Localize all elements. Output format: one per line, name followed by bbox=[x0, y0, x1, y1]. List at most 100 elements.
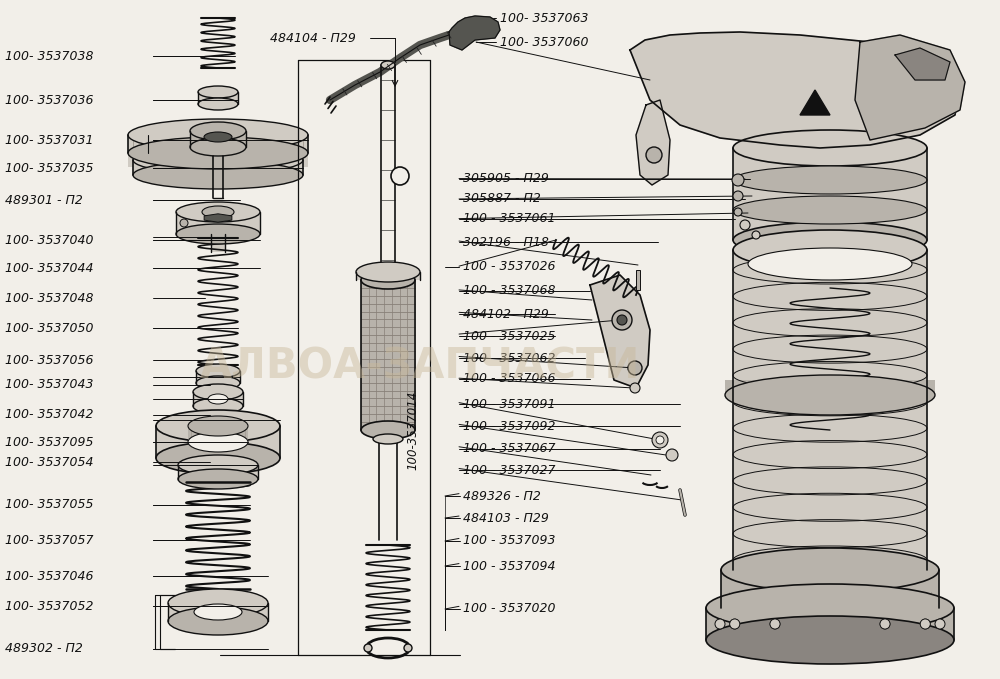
Text: 100- 3537044: 100- 3537044 bbox=[5, 261, 94, 274]
Polygon shape bbox=[204, 214, 232, 222]
Text: 100- 3537038: 100- 3537038 bbox=[5, 50, 94, 62]
Text: 489326 - П2: 489326 - П2 bbox=[463, 490, 541, 502]
Text: 100- 3537056: 100- 3537056 bbox=[5, 354, 94, 367]
Ellipse shape bbox=[391, 167, 409, 185]
Ellipse shape bbox=[128, 137, 308, 169]
Text: 100 - 3537091: 100 - 3537091 bbox=[463, 397, 556, 411]
Circle shape bbox=[920, 619, 930, 629]
Ellipse shape bbox=[133, 146, 303, 174]
Text: 100 - 3537093: 100 - 3537093 bbox=[463, 534, 556, 547]
Ellipse shape bbox=[733, 166, 927, 194]
Bar bbox=[721, 570, 939, 608]
Ellipse shape bbox=[733, 130, 927, 166]
Circle shape bbox=[630, 383, 640, 393]
Text: 100 - 3537061: 100 - 3537061 bbox=[463, 213, 556, 225]
Circle shape bbox=[920, 619, 930, 629]
Circle shape bbox=[404, 644, 412, 652]
Ellipse shape bbox=[188, 416, 248, 436]
Text: 484104 - П29: 484104 - П29 bbox=[270, 31, 356, 45]
Ellipse shape bbox=[156, 410, 280, 442]
Bar bbox=[178, 465, 258, 479]
Text: 100- 3537095: 100- 3537095 bbox=[5, 435, 94, 449]
Text: 100 - 3537068: 100 - 3537068 bbox=[463, 285, 556, 297]
Ellipse shape bbox=[168, 589, 268, 617]
Text: 100 - 3537026: 100 - 3537026 bbox=[463, 261, 556, 274]
Text: 100- 3537052: 100- 3537052 bbox=[5, 600, 94, 612]
Circle shape bbox=[752, 231, 760, 239]
Text: 100- 3537035: 100- 3537035 bbox=[5, 162, 94, 175]
Circle shape bbox=[770, 619, 780, 629]
Circle shape bbox=[732, 174, 744, 186]
Circle shape bbox=[180, 219, 188, 227]
Bar bbox=[361, 280, 415, 430]
Ellipse shape bbox=[194, 604, 242, 620]
Ellipse shape bbox=[733, 222, 927, 258]
Polygon shape bbox=[855, 35, 965, 140]
Circle shape bbox=[715, 619, 725, 629]
Ellipse shape bbox=[198, 98, 238, 110]
Ellipse shape bbox=[178, 469, 258, 489]
Circle shape bbox=[734, 208, 742, 216]
Ellipse shape bbox=[196, 364, 240, 378]
Text: 100- 3537046: 100- 3537046 bbox=[5, 570, 94, 583]
Circle shape bbox=[364, 644, 372, 652]
Text: 100- 3537036: 100- 3537036 bbox=[5, 94, 94, 107]
Bar bbox=[196, 371, 240, 383]
Bar bbox=[356, 272, 420, 280]
Text: 100- 3537048: 100- 3537048 bbox=[5, 291, 94, 304]
Circle shape bbox=[646, 147, 662, 163]
Circle shape bbox=[612, 310, 632, 330]
Bar bbox=[193, 392, 243, 406]
Ellipse shape bbox=[706, 584, 954, 632]
Ellipse shape bbox=[733, 196, 927, 224]
Ellipse shape bbox=[733, 230, 927, 270]
Text: 302196 - П18: 302196 - П18 bbox=[463, 236, 549, 249]
Text: 100- 3537060: 100- 3537060 bbox=[500, 35, 588, 48]
Bar bbox=[198, 92, 238, 104]
Bar bbox=[168, 603, 268, 621]
Circle shape bbox=[880, 619, 890, 629]
Circle shape bbox=[628, 361, 642, 375]
Bar bbox=[211, 234, 226, 252]
Text: 100- 3537054: 100- 3537054 bbox=[5, 456, 94, 469]
Ellipse shape bbox=[190, 138, 246, 156]
Circle shape bbox=[733, 191, 743, 201]
Text: 100 - 3537066: 100 - 3537066 bbox=[463, 373, 556, 386]
Ellipse shape bbox=[706, 616, 954, 664]
Ellipse shape bbox=[168, 607, 268, 635]
Text: 484103 - П29: 484103 - П29 bbox=[463, 511, 549, 524]
Ellipse shape bbox=[748, 248, 912, 280]
Ellipse shape bbox=[193, 398, 243, 414]
Ellipse shape bbox=[178, 455, 258, 475]
Ellipse shape bbox=[721, 548, 939, 592]
Text: 100 - 3537092: 100 - 3537092 bbox=[463, 420, 556, 433]
Text: 100 - 3537062: 100 - 3537062 bbox=[463, 352, 556, 365]
Text: 100 - 3537027: 100 - 3537027 bbox=[463, 464, 556, 477]
Ellipse shape bbox=[128, 119, 308, 151]
Ellipse shape bbox=[725, 375, 935, 415]
Circle shape bbox=[656, 436, 664, 444]
Circle shape bbox=[652, 432, 668, 448]
Ellipse shape bbox=[196, 376, 240, 390]
Text: 100- 3537040: 100- 3537040 bbox=[5, 234, 94, 246]
Text: 100- 3537042: 100- 3537042 bbox=[5, 409, 94, 422]
Ellipse shape bbox=[356, 262, 420, 282]
Polygon shape bbox=[449, 16, 500, 50]
Text: 305905 - П29: 305905 - П29 bbox=[463, 172, 549, 185]
Bar bbox=[156, 426, 280, 458]
Ellipse shape bbox=[381, 61, 395, 69]
Polygon shape bbox=[590, 275, 650, 388]
Ellipse shape bbox=[156, 442, 280, 474]
Bar bbox=[176, 212, 260, 234]
Text: 100- 3537055: 100- 3537055 bbox=[5, 498, 94, 511]
Circle shape bbox=[617, 315, 627, 325]
Text: 100 - 3537025: 100 - 3537025 bbox=[463, 329, 556, 342]
Ellipse shape bbox=[202, 206, 234, 218]
Bar bbox=[190, 131, 246, 147]
Text: 100 - 3537020: 100 - 3537020 bbox=[463, 602, 556, 615]
Text: 100- 3537050: 100- 3537050 bbox=[5, 321, 94, 335]
Ellipse shape bbox=[190, 122, 246, 140]
Ellipse shape bbox=[133, 161, 303, 189]
Ellipse shape bbox=[176, 202, 260, 222]
Text: 100-3537014: 100-3537014 bbox=[406, 390, 420, 470]
